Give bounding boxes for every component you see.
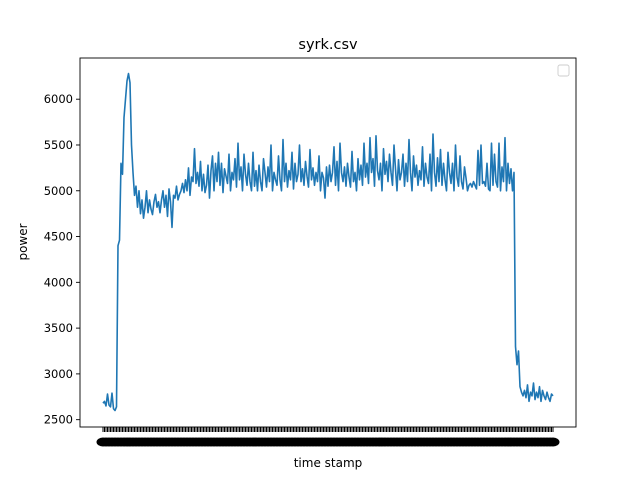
x-tick-label [546,437,560,447]
y-tick-label: 6000 [44,92,73,106]
y-axis-label: power [16,223,30,260]
y-tick-label: 5500 [44,138,73,152]
plot-frame [79,57,577,428]
y-tick-label: 3000 [44,367,73,381]
legend-box [557,64,570,77]
x-axis-label: time stamp [294,456,363,470]
y-tick-label: 3500 [44,321,73,335]
y-tick-label: 4000 [44,275,73,289]
x-tick-label-band [96,437,560,447]
y-tick-label: 2500 [44,413,73,427]
y-axis: 2500 3000 3500 4000 4500 5000 5500 6000 [44,92,80,427]
y-tick-label: 5000 [44,184,73,198]
y-tick-label: 4500 [44,230,73,244]
chart-title: syrk.csv [298,37,358,53]
series-line-power [102,72,554,412]
x-axis [96,427,560,447]
plot-area [80,58,576,427]
